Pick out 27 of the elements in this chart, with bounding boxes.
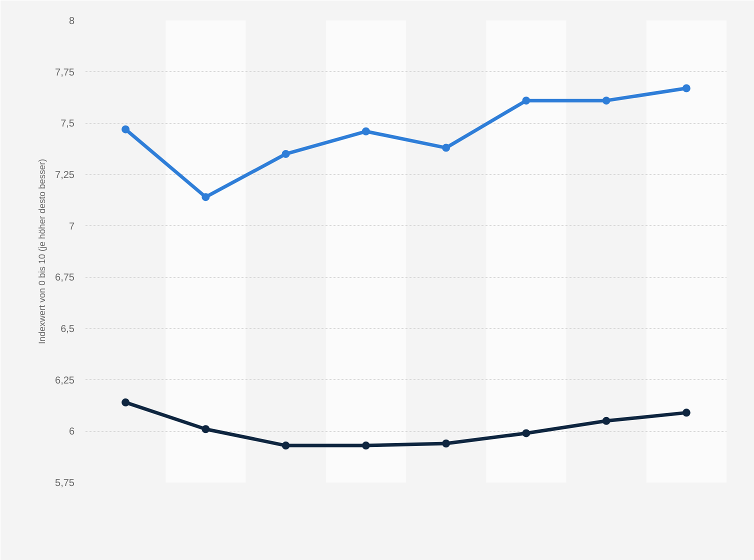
point [682,84,690,92]
y-tick-label: 7,75 [55,67,75,78]
point [202,425,210,434]
y-tick-label: 6,75 [55,272,75,284]
y-tick-label: 7 [68,221,75,232]
point [122,398,130,406]
y-tick-label: 6,25 [55,375,75,386]
y-tick-label: 7,25 [55,170,75,181]
point [442,439,450,448]
y-tick-label: 7,5 [60,118,75,130]
point [202,193,210,202]
point [522,96,530,105]
point [362,442,370,450]
point [602,416,610,425]
y-tick-label: 6,5 [60,324,75,335]
point [522,429,530,438]
y-tick-label: 6 [68,426,75,438]
y-tick-label: 5,75 [55,478,75,489]
point [122,125,130,134]
point [362,127,370,136]
point [602,96,610,105]
y-axis-title: Indexwert von 0 bis 10 (je höher desto besser) [37,158,48,344]
y-tick-label: 8 [68,16,75,27]
point [682,408,690,417]
point [282,150,290,158]
point [282,442,290,450]
point [442,144,450,152]
